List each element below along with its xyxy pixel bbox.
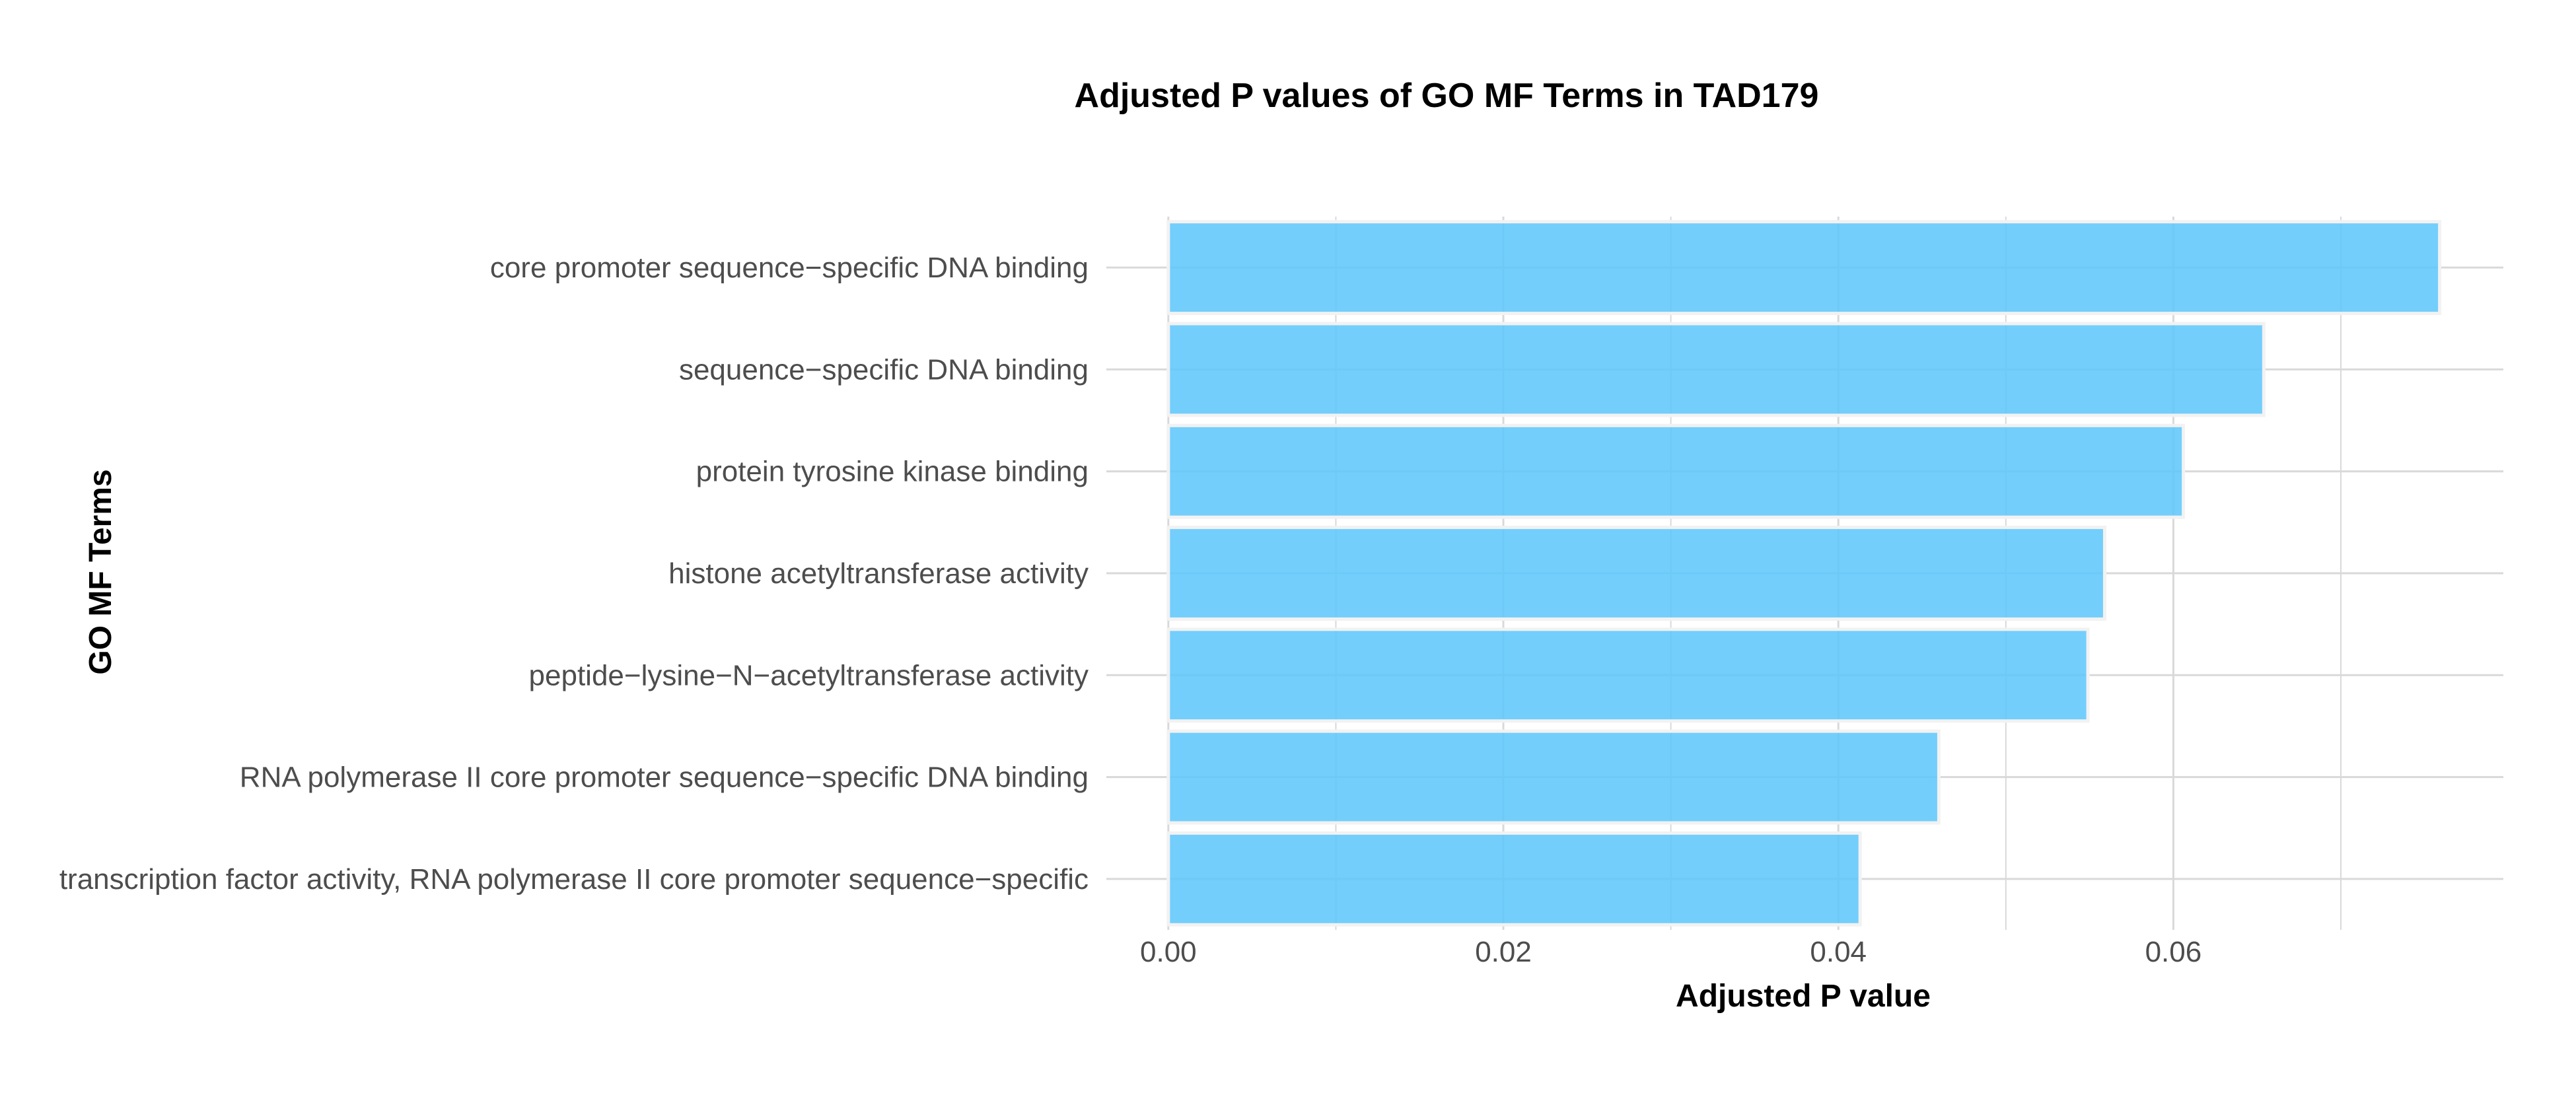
category-label: histone acetyltransferase activity [668,557,1089,590]
category-label: protein tyrosine kinase binding [696,456,1089,488]
x-tick-label: 0.04 [1810,936,1867,968]
bar [1166,220,2442,316]
bar [1166,627,2090,723]
category-label: transcription factor activity, RNA polym… [59,863,1089,896]
y-axis-title: GO MF Terms [83,469,118,674]
chart-title: Adjusted P values of GO MF Terms in TAD1… [1075,77,1819,115]
x-tick-label: 0.00 [1140,936,1197,968]
bar [1166,729,1941,825]
category-label: RNA polymerase II core promoter sequence… [240,761,1089,794]
bar [1166,423,2186,519]
category-label: core promoter sequence−specific DNA bind… [490,252,1089,284]
category-label: sequence−specific DNA binding [679,353,1089,386]
bars [1166,220,2442,927]
bar [1166,322,2266,417]
category-labels: core promoter sequence−specific DNA bind… [59,252,1089,896]
x-tick-label: 0.02 [1475,936,1532,968]
category-label: peptide−lysine−N−acetyltransferase activ… [529,659,1089,691]
bar [1166,526,2106,621]
x-axis-title: Adjusted P value [1676,979,1931,1014]
x-tick-label: 0.06 [2145,936,2202,968]
x-tick-labels: 0.00 0.02 0.04 0.06 [1140,936,2201,968]
bar [1166,831,1862,927]
